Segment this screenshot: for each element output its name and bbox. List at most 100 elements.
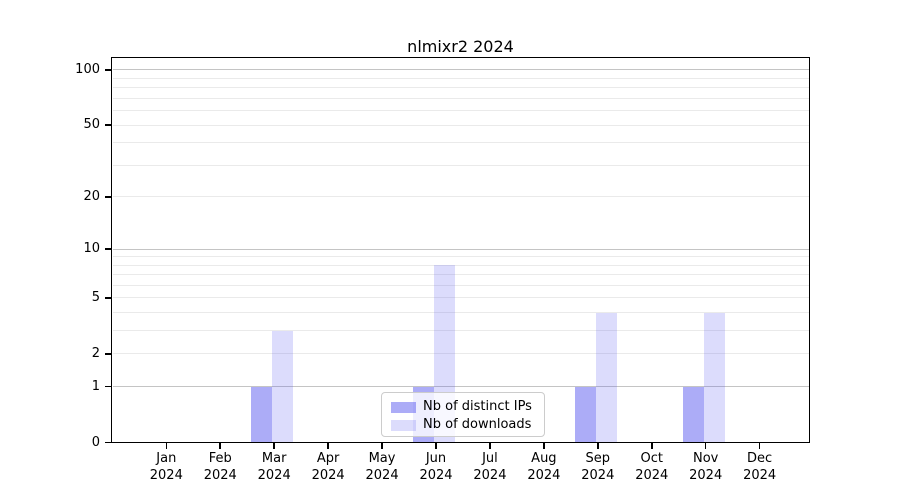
minor-gridline	[112, 164, 809, 166]
x-tick	[758, 443, 761, 449]
x-tick	[543, 443, 545, 449]
x-tick-label: Aug 2024	[512, 451, 576, 484]
x-tick-month: Apr	[316, 451, 340, 466]
x-tick-year: 2024	[527, 467, 561, 483]
x-tick-label: Mar 2024	[242, 451, 306, 484]
x-tick-month: May	[368, 451, 396, 466]
x-tick-month: Jul	[482, 451, 498, 466]
x-tick	[165, 443, 168, 449]
minor-gridline	[112, 142, 809, 144]
x-tick	[435, 443, 437, 449]
x-tick-label: May 2024	[350, 451, 414, 484]
minor-gridline	[112, 274, 809, 276]
x-tick-month: Oct	[640, 451, 663, 466]
y-tick	[104, 248, 111, 250]
y-tick	[104, 385, 111, 388]
x-tick	[597, 443, 599, 449]
x-tick	[381, 443, 383, 449]
minor-gridline	[112, 297, 809, 299]
chart-title: nlmixr2 2024	[407, 37, 514, 56]
x-tick	[273, 443, 275, 449]
bar-distinct-ips-sep	[574, 386, 596, 443]
major-gridline	[112, 386, 809, 388]
bar-distinct-ips-mar	[251, 386, 273, 443]
y-tick-label: 2	[91, 345, 100, 361]
x-tick	[219, 443, 221, 449]
x-tick-month: Mar	[261, 451, 287, 466]
minor-gridline	[112, 87, 809, 89]
x-tick-year: 2024	[419, 467, 453, 483]
x-tick-label: Dec 2024	[728, 451, 792, 484]
y-tick-label: 5	[91, 289, 100, 305]
y-tick-label: 10	[83, 241, 100, 257]
minor-gridline	[112, 353, 809, 355]
minor-gridline	[112, 264, 809, 266]
legend-swatch-downloads-icon	[391, 419, 416, 431]
x-tick-year: 2024	[581, 467, 615, 483]
x-tick-label: Sep 2024	[566, 451, 630, 484]
y-tick	[104, 69, 111, 71]
minor-gridline	[112, 330, 809, 332]
x-tick-month: Jan	[156, 451, 177, 466]
x-tick-month: Sep	[585, 451, 611, 466]
x-tick-year: 2024	[743, 467, 777, 483]
y-tick	[104, 441, 111, 444]
y-tick	[104, 297, 111, 299]
minor-gridline	[112, 97, 809, 99]
x-tick	[651, 443, 653, 449]
x-tick	[489, 443, 491, 449]
minor-gridline	[112, 110, 809, 112]
y-tick-label: 1	[91, 378, 100, 394]
x-tick-label: Jan 2024	[134, 451, 198, 484]
x-tick-label: Feb 2024	[188, 451, 252, 484]
minor-gridline	[112, 285, 809, 287]
legend-label-downloads: Nb of downloads	[423, 417, 532, 432]
x-tick-month: Feb	[208, 451, 232, 466]
x-tick-month: Jun	[425, 451, 447, 466]
x-tick-year: 2024	[311, 467, 345, 483]
x-tick-year: 2024	[203, 467, 237, 483]
y-tick	[104, 196, 111, 198]
legend: Nb of distinct IPs Nb of downloads	[381, 392, 545, 437]
x-tick-month: Nov	[693, 451, 719, 466]
x-tick-label: Jul 2024	[458, 451, 522, 484]
x-tick-year: 2024	[635, 467, 669, 483]
legend-swatch-distinct-ips-icon	[391, 401, 416, 413]
x-tick-year: 2024	[473, 467, 507, 483]
major-gridline	[112, 69, 809, 71]
x-tick-label: Apr 2024	[296, 451, 360, 484]
bar-downloads-mar	[272, 330, 294, 443]
legend-label-distinct-ips: Nb of distinct IPs	[423, 399, 532, 414]
x-tick-label: Nov 2024	[674, 451, 738, 484]
x-tick-year: 2024	[365, 467, 399, 483]
x-tick	[327, 443, 329, 449]
x-tick-year: 2024	[689, 467, 723, 483]
minor-gridline	[112, 256, 809, 258]
y-tick-label: 100	[75, 61, 100, 77]
x-tick-year: 2024	[257, 467, 291, 483]
x-tick-month: Dec	[747, 451, 773, 466]
minor-gridline	[112, 124, 809, 126]
y-tick	[104, 124, 111, 126]
minor-gridline	[112, 77, 809, 79]
bar-distinct-ips-nov	[682, 386, 704, 443]
y-tick	[104, 353, 111, 355]
x-tick-label: Jun 2024	[404, 451, 468, 484]
x-tick	[704, 443, 707, 449]
minor-gridline	[112, 312, 809, 314]
major-gridline	[112, 248, 809, 250]
y-tick-label: 20	[83, 188, 100, 204]
bar-downloads-sep	[595, 312, 617, 443]
y-tick-label: 0	[91, 434, 100, 450]
bar-downloads-nov	[703, 312, 725, 443]
y-tick-label: 50	[83, 117, 100, 133]
x-tick-month: Aug	[531, 451, 557, 466]
legend-item-distinct-ips: Nb of distinct IPs	[391, 399, 544, 415]
minor-gridline	[112, 196, 809, 198]
x-tick-year: 2024	[149, 467, 183, 483]
legend-item-downloads: Nb of downloads	[391, 417, 544, 433]
x-tick-label: Oct 2024	[620, 451, 684, 484]
